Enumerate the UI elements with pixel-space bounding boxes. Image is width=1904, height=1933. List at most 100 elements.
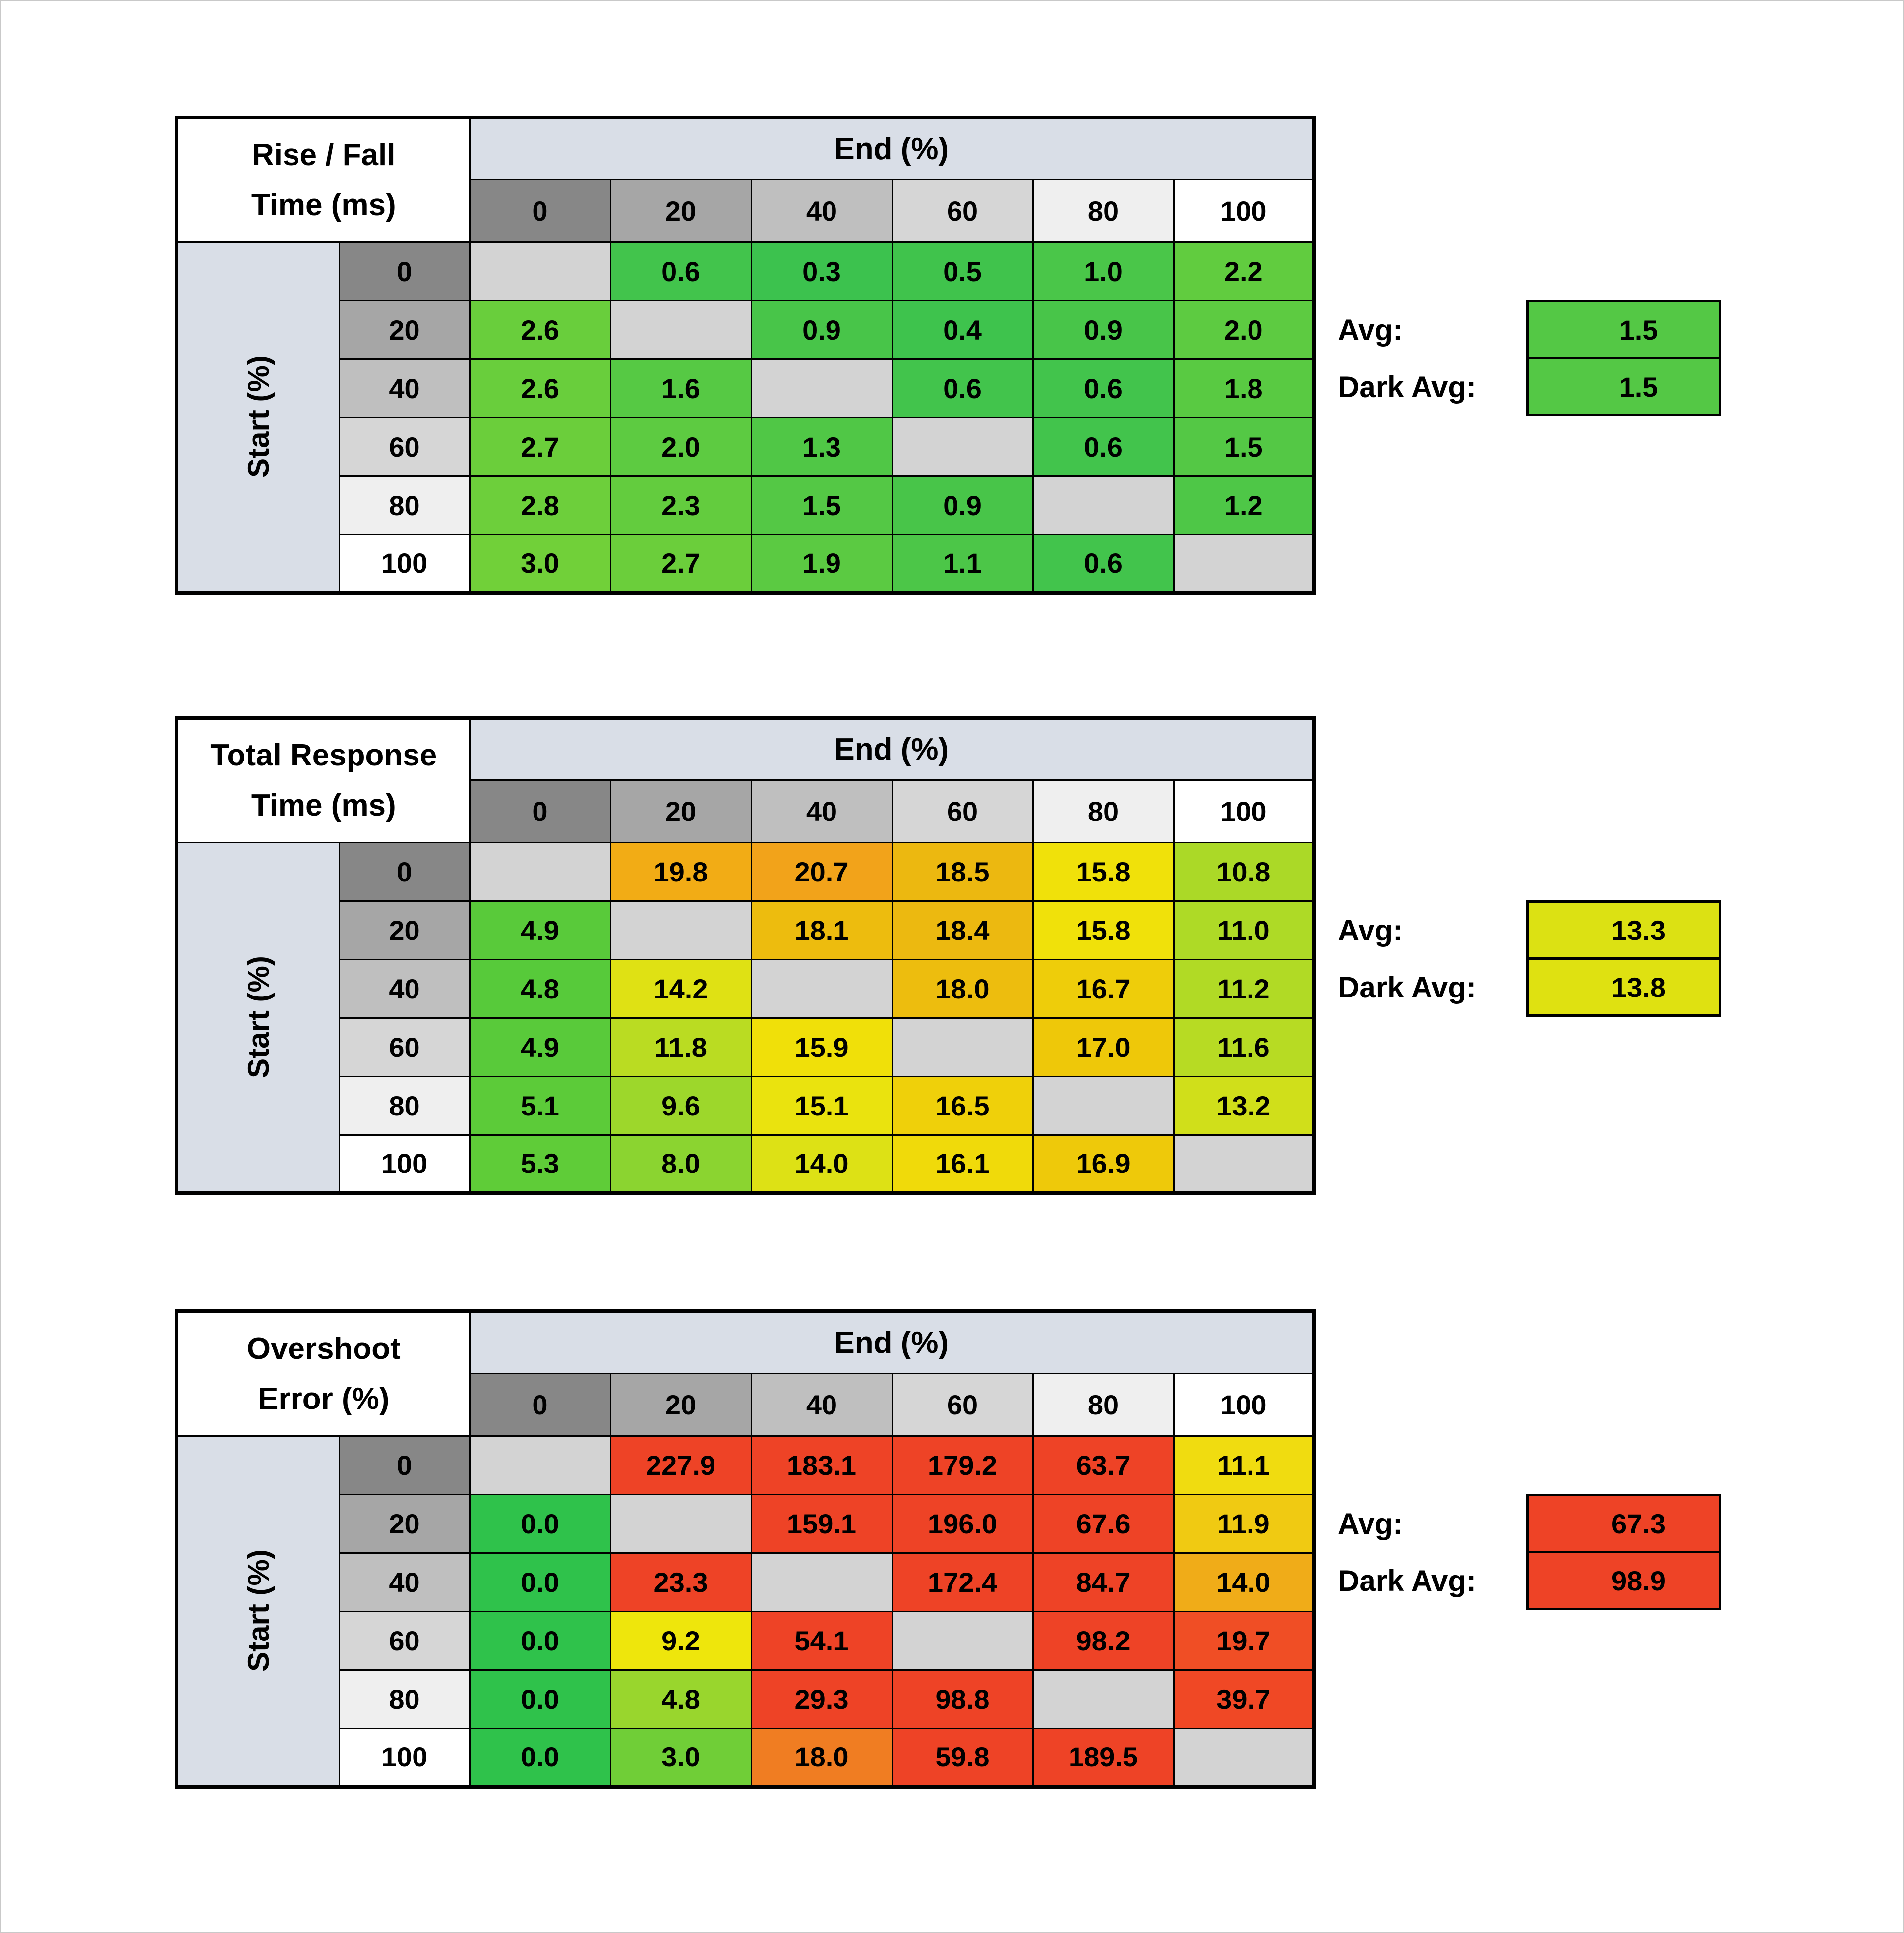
start-axis-label-cell: Start (%) (176, 1435, 340, 1788)
col-header-100: 100 (1173, 779, 1315, 843)
data-cell: 2.8 (469, 475, 611, 535)
col-header-80: 80 (1032, 178, 1175, 243)
dark-avg-value-box: 1.5 (1526, 357, 1721, 416)
data-cell: 1.0 (1032, 241, 1175, 301)
table-title-line1: Total Response (210, 738, 437, 773)
data-cell: 0.6 (891, 358, 1034, 418)
data-cell: 9.6 (609, 1075, 752, 1136)
data-cell: 159.1 (750, 1493, 893, 1554)
col-header-60: 60 (891, 1372, 1034, 1437)
dark-avg-row: Dark Avg: 1.5 (1338, 357, 1729, 416)
data-cell: 0.3 (750, 241, 893, 301)
data-cell: 11.9 (1173, 1493, 1315, 1554)
data-cell: 11.2 (1173, 958, 1315, 1019)
dark-avg-row: Dark Avg: 13.8 (1338, 957, 1729, 1017)
diagonal-blank-cell (1032, 1075, 1175, 1136)
col-header-100: 100 (1173, 1372, 1315, 1437)
data-cell: 2.6 (469, 299, 611, 360)
data-cell: 0.9 (750, 299, 893, 360)
data-cell: 18.1 (750, 900, 893, 960)
rise-fall-time-table: Rise / Fall Time (ms) End (%) 0 20 40 60 80 100 S… (175, 116, 1316, 595)
row-header-40: 40 (338, 1552, 471, 1612)
diagonal-blank-cell (750, 358, 893, 418)
dark-avg-label: Dark Avg: (1338, 970, 1476, 1004)
total-response-avg-block: Avg: 13.3 Dark Avg: 13.8 (1338, 900, 1729, 1017)
data-cell: 2.0 (1173, 299, 1315, 360)
data-cell: 1.8 (1173, 358, 1315, 418)
data-cell: 16.7 (1032, 958, 1175, 1019)
col-header-80: 80 (1032, 779, 1175, 843)
end-axis-header: End (%) (469, 717, 1315, 781)
diagonal-blank-cell (609, 900, 752, 960)
data-cell: 1.2 (1173, 475, 1315, 535)
data-cell: 0.0 (469, 1727, 611, 1788)
data-cell: 14.2 (609, 958, 752, 1019)
col-header-40: 40 (750, 779, 893, 843)
rise-fall-time-table-host: Rise / Fall Time (ms) End (%) 0 20 40 60 80 100 S… (175, 116, 1316, 595)
row-header-20: 20 (338, 1493, 471, 1554)
data-cell: 18.5 (891, 841, 1034, 902)
data-cell: 0.0 (469, 1552, 611, 1612)
data-cell: 11.6 (1173, 1017, 1315, 1077)
avg-row: Avg: 1.5 (1338, 300, 1729, 359)
data-cell: 1.5 (750, 475, 893, 535)
data-cell: 0.6 (1032, 416, 1175, 477)
row-header-20: 20 (338, 299, 471, 360)
start-axis-label-cell: Start (%) (176, 841, 340, 1194)
table-title-line1: Overshoot (246, 1332, 401, 1366)
avg-row: Avg: 67.3 (1338, 1494, 1729, 1553)
overshoot-error-table-host: Overshoot Error (%) End (%) 0 20 40 60 80 100 Sta… (175, 1309, 1316, 1789)
data-cell: 1.1 (891, 533, 1034, 594)
dark-avg-value-box: 13.8 (1526, 957, 1721, 1017)
data-cell: 17.0 (1032, 1017, 1175, 1077)
row-header-60: 60 (338, 1610, 471, 1671)
data-cell: 2.3 (609, 475, 752, 535)
data-cell: 0.4 (891, 299, 1034, 360)
row-header-40: 40 (338, 358, 471, 418)
table-title-line2: Time (ms) (251, 788, 396, 822)
data-cell: 15.1 (750, 1075, 893, 1136)
data-cell: 9.2 (609, 1610, 752, 1671)
data-cell: 14.0 (750, 1134, 893, 1194)
table-title-line2: Error (%) (258, 1381, 390, 1416)
dark-avg-label: Dark Avg: (1338, 370, 1476, 404)
data-cell: 0.0 (469, 1669, 611, 1729)
data-cell: 19.7 (1173, 1610, 1315, 1671)
overshoot-error-panel: Overshoot Error (%) End (%) 0 20 40 60 80 100 Sta… (175, 1309, 1721, 1789)
row-header-0: 0 (338, 1435, 471, 1495)
overshoot-error-table: Overshoot Error (%) End (%) 0 20 40 60 80 100 Sta… (175, 1309, 1316, 1789)
data-cell: 4.8 (609, 1669, 752, 1729)
row-header-100: 100 (338, 533, 471, 594)
avg-value-box: 1.5 (1526, 300, 1721, 359)
data-cell: 15.8 (1032, 900, 1175, 960)
row-header-100: 100 (338, 1134, 471, 1194)
col-header-20: 20 (609, 1372, 752, 1437)
data-cell: 1.5 (1173, 416, 1315, 477)
data-cell: 0.6 (609, 241, 752, 301)
end-axis-header: End (%) (469, 1310, 1315, 1374)
data-cell: 16.5 (891, 1075, 1034, 1136)
data-cell: 39.7 (1173, 1669, 1315, 1729)
data-cell: 15.9 (750, 1017, 893, 1077)
data-cell: 98.8 (891, 1669, 1034, 1729)
row-header-60: 60 (338, 1017, 471, 1077)
row-header-80: 80 (338, 475, 471, 535)
table-title-cell: Rise / Fall Time (ms) (176, 117, 471, 243)
data-cell: 196.0 (891, 1493, 1034, 1554)
data-cell: 18.4 (891, 900, 1034, 960)
diagonal-blank-cell (469, 841, 611, 902)
avg-label: Avg: (1338, 913, 1403, 947)
data-cell: 2.7 (609, 533, 752, 594)
data-cell: 0.5 (891, 241, 1034, 301)
data-cell: 63.7 (1032, 1435, 1175, 1495)
start-axis-label: Start (%) (241, 956, 275, 1079)
table-title-line1: Rise / Fall (252, 138, 396, 173)
row-header-80: 80 (338, 1669, 471, 1729)
data-cell: 3.0 (469, 533, 611, 594)
row-header-100: 100 (338, 1727, 471, 1788)
data-cell: 0.9 (891, 475, 1034, 535)
total-response-time-panel: Total Response Time (ms) End (%) 0 20 40 60 80 1… (175, 716, 1721, 1195)
data-cell: 3.0 (609, 1727, 752, 1788)
data-cell: 0.6 (1032, 533, 1175, 594)
